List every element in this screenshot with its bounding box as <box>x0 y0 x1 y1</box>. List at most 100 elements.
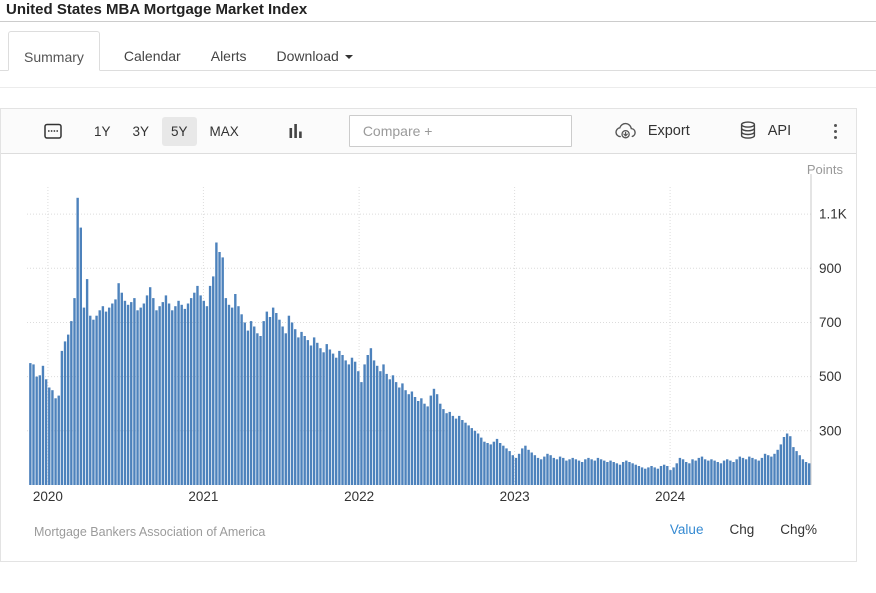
chart-bar <box>511 455 514 485</box>
chart-bar <box>650 466 653 485</box>
chart-bar <box>442 409 445 485</box>
chart-bar <box>517 453 521 485</box>
chart-bar <box>789 436 792 485</box>
chart-bar <box>580 462 584 485</box>
chart-bar <box>215 242 218 485</box>
chart-bar <box>117 283 120 485</box>
tab-alerts[interactable]: Alerts <box>196 31 262 70</box>
compare-input[interactable] <box>348 115 572 147</box>
chart-bar <box>505 448 508 485</box>
tab-download[interactable]: Download <box>262 31 368 70</box>
chart-bar <box>136 310 139 485</box>
tab-calendar[interactable]: Calendar <box>109 31 196 70</box>
chart-bar <box>785 433 789 485</box>
chart-bar <box>732 462 735 485</box>
chart-bar <box>527 449 530 485</box>
chart-bar <box>420 398 423 485</box>
chart-bar <box>574 459 578 485</box>
chart-bar <box>533 455 537 485</box>
chart-bar <box>148 287 152 485</box>
footer-link-chgpct[interactable]: Chg% <box>780 522 817 537</box>
api-button[interactable]: API <box>737 120 791 142</box>
y-tick-label: 300 <box>819 423 842 438</box>
footer-link-chg[interactable]: Chg <box>729 522 755 537</box>
chart-bar <box>388 379 392 485</box>
tab-summary[interactable]: Summary <box>8 31 100 71</box>
chart-bar <box>694 460 697 485</box>
chart-bar <box>38 375 42 485</box>
chart-bar <box>735 459 738 485</box>
chart-bar <box>268 317 272 485</box>
chart-bar <box>426 406 429 485</box>
chart-bar <box>227 304 231 485</box>
x-tick-label: 2022 <box>344 489 374 504</box>
chart-bar <box>180 304 183 485</box>
chart-bar <box>123 300 127 485</box>
source-attribution: Mortgage Bankers Association of America <box>34 525 266 539</box>
chart-bar <box>644 468 647 485</box>
chart-bar <box>599 459 603 485</box>
range-5y-button[interactable]: 5Y <box>162 116 197 146</box>
chart-bar <box>171 310 174 485</box>
chart-canvas[interactable]: 300 500 700 900 1.1K 2020 2021 2022 2023 2024 <box>1 154 856 519</box>
chart-bar <box>691 459 694 485</box>
chart-bar <box>66 334 70 485</box>
chart-bar <box>773 453 776 485</box>
chart-bar <box>167 303 171 485</box>
chart-bar <box>357 371 360 485</box>
chart-bar <box>284 333 287 485</box>
chart-bar <box>480 437 483 485</box>
chart-bar <box>593 460 596 485</box>
chart-bar <box>259 336 262 485</box>
caret-down-icon <box>344 55 353 59</box>
chart-bar <box>186 303 190 485</box>
chart-bar <box>476 433 480 485</box>
chart-panel: 1Y 3Y 5Y MAX Export <box>0 108 857 562</box>
chart-bar <box>719 463 723 485</box>
chart-bar <box>697 457 701 485</box>
chart-bar <box>331 353 335 485</box>
chart-bar <box>562 457 565 485</box>
chart-bar <box>716 462 719 485</box>
date-range-button[interactable] <box>43 121 63 141</box>
range-1y-button[interactable]: 1Y <box>85 117 120 146</box>
chart-bar <box>89 315 92 485</box>
range-max-button[interactable]: MAX <box>201 117 248 146</box>
x-tick-label: 2024 <box>655 489 686 504</box>
chart-bar <box>240 314 243 485</box>
chart-bar <box>508 451 511 485</box>
chart-bar <box>618 464 622 485</box>
chart-bar <box>404 390 407 485</box>
chart-bar <box>353 361 357 485</box>
chart-bar <box>571 457 574 485</box>
chart-bar <box>79 227 82 485</box>
chart-bar <box>782 437 786 485</box>
x-tick-label: 2023 <box>500 489 530 504</box>
chart-bar <box>666 466 669 485</box>
chart-bar <box>234 294 237 485</box>
chart-bar <box>596 457 600 485</box>
chart-type-button[interactable] <box>288 121 304 141</box>
chart-bar <box>294 329 297 485</box>
chart-bar <box>625 460 628 485</box>
chart-bar <box>183 308 187 485</box>
range-3y-button[interactable]: 3Y <box>124 117 159 146</box>
chart-bar <box>483 441 486 485</box>
chart-bar <box>628 462 631 485</box>
chart-bar <box>177 300 180 485</box>
chart-bar <box>741 457 745 485</box>
chart-bar <box>155 310 158 485</box>
chart-bar <box>98 310 101 485</box>
chart-bar <box>804 462 808 485</box>
chart-bar <box>464 422 467 485</box>
chart-bar <box>338 350 341 485</box>
chart-bar <box>309 345 313 485</box>
chart-bar <box>726 459 729 485</box>
chart-bar <box>584 459 587 485</box>
chart-bar <box>35 376 38 485</box>
chart-bar <box>325 344 328 485</box>
export-button[interactable]: Export <box>613 121 690 141</box>
footer-link-value[interactable]: Value <box>669 522 704 537</box>
kebab-menu-icon[interactable] <box>832 122 839 141</box>
chart-bar <box>48 387 51 485</box>
